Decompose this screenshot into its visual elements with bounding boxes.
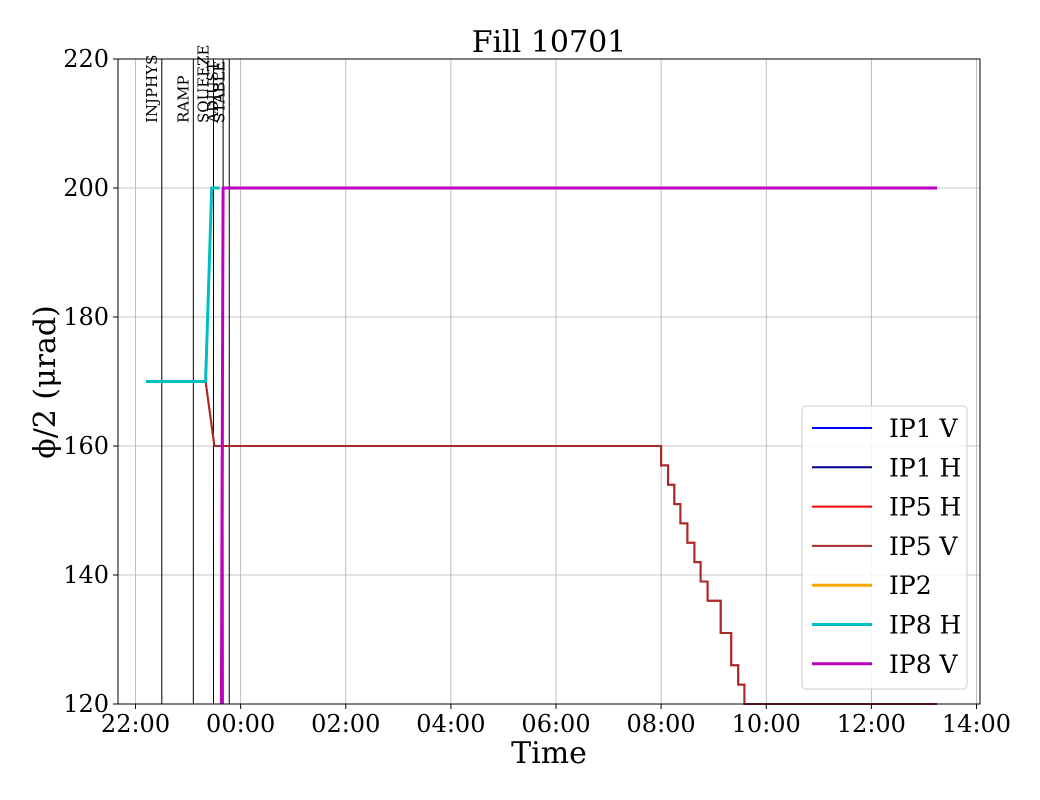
legend-label: IP1 V [889,414,959,443]
phase-marker-label: SQUEEZE [194,45,212,124]
axis-ticks: 22:00 00:00 02:00 04:00 06:00 08:00 10:00 12:00… [63,45,1011,738]
phase-marker-label: STABLE [210,61,228,123]
y-tick-label: 160 [63,432,109,460]
x-axis-label: Time [511,736,587,771]
legend-label: IP8 V [889,650,959,679]
series-line-ip8-h [146,186,220,383]
legend: IP1 V IP1 H IP5 H IP5 V IP2 IP8 H IP8 V [801,405,968,690]
series-line-ip8-v [219,186,938,705]
legend-label: IP5 H [889,493,961,522]
series-line-ip5-v [146,380,938,705]
phase-marker-label: RAMP [174,75,192,123]
x-tick-label: 04:00 [416,710,485,738]
legend-label: IP2 [889,571,932,600]
x-tick-label: 22:00 [101,710,170,738]
y-tick-label: 120 [63,690,109,718]
x-tick-label: 10:00 [732,710,801,738]
legend-label: IP8 H [889,611,961,640]
x-tick-label: 00:00 [206,710,275,738]
y-tick-label: 200 [63,174,109,202]
plot-frame [117,58,981,705]
series-lines [146,186,938,705]
chart-title: Fill 10701 [472,25,627,60]
legend-label: IP5 V [889,532,959,561]
x-tick-label: 14:00 [942,710,1011,738]
x-tick-label: 08:00 [627,710,696,738]
y-axis-label: ϕ/2 (μrad) [28,305,63,459]
y-tick-label: 140 [63,561,109,589]
x-tick-label: 06:00 [521,710,590,738]
y-tick-label: 180 [63,303,109,331]
x-tick-label: 02:00 [311,710,380,738]
phase-marker-label: ADJUST [204,61,222,124]
legend-label: IP1 H [889,453,961,482]
y-tick-label: 220 [63,45,109,73]
legend-box [801,405,968,690]
x-tick-label: 12:00 [837,710,906,738]
phase-marker-label: INJPHYS [143,55,161,123]
